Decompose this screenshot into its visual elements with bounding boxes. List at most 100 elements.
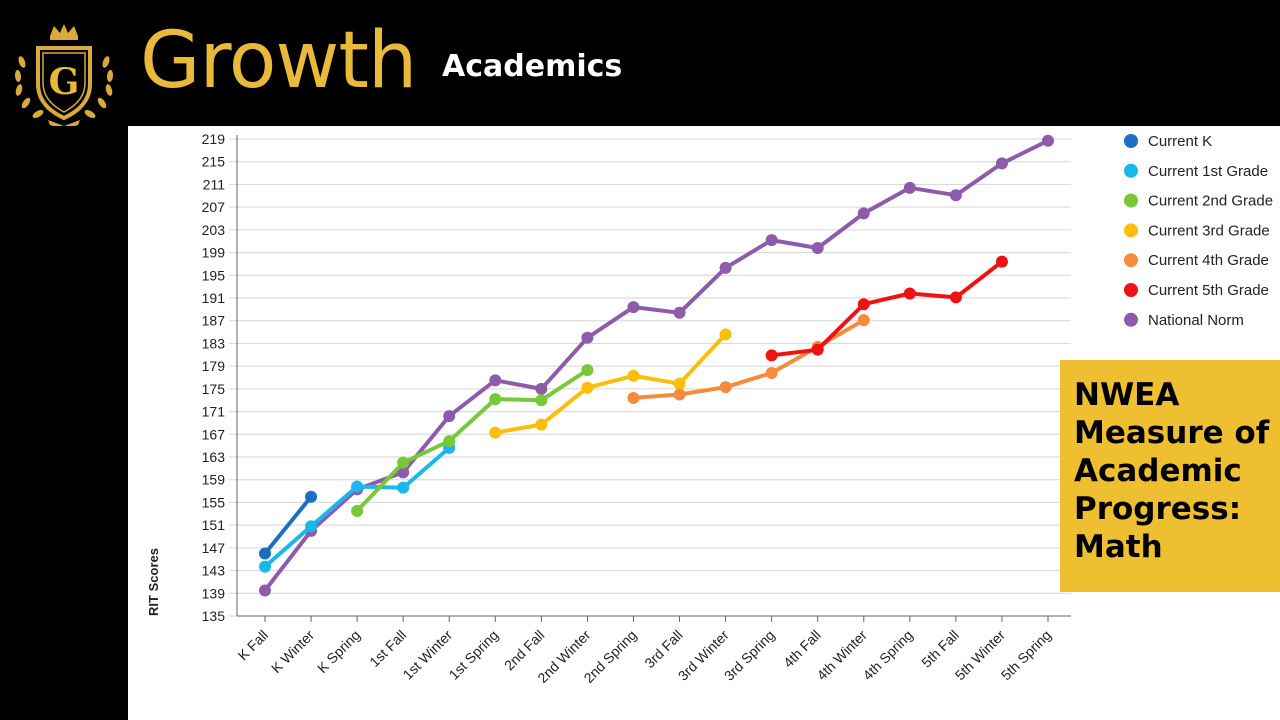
series-line-current-k	[263, 494, 314, 556]
data-point-current-4th-grade	[627, 391, 640, 404]
y-tick-label: 179	[202, 358, 226, 374]
data-point-current-5th-grade	[949, 291, 962, 304]
data-point-national-norm	[719, 261, 732, 274]
data-point-current-4th-grade	[719, 381, 732, 394]
x-tick-label: 5th Spring	[998, 627, 1054, 683]
x-tick-label: 5th Fall	[918, 627, 962, 671]
data-point-current-5th-grade	[857, 298, 870, 311]
section-subtitle: Academics	[442, 49, 623, 84]
x-tick-label: 1st Fall	[366, 627, 409, 670]
legend-marker	[1124, 223, 1138, 238]
data-point-current-1st-grade	[305, 520, 318, 533]
y-tick-label: 195	[202, 267, 226, 283]
data-point-national-norm	[903, 181, 916, 194]
x-tick-label: 1st Spring	[446, 627, 502, 683]
x-tick-label: 4th Fall	[780, 627, 824, 671]
legend-marker	[1124, 283, 1138, 297]
y-tick-label: 143	[202, 563, 226, 579]
data-point-current-4th-grade	[765, 366, 778, 379]
data-point-national-norm	[857, 207, 870, 220]
header-bar: G Growth Academics	[0, 0, 1280, 130]
legend-label: Current 5th Grade	[1148, 282, 1269, 299]
data-point-current-1st-grade	[397, 481, 410, 494]
legend-label: Current 2nd Grade	[1148, 193, 1273, 210]
legend-marker	[1124, 134, 1138, 148]
data-point-national-norm	[995, 157, 1008, 170]
data-point-national-norm	[581, 331, 594, 344]
y-tick-label: 187	[202, 313, 226, 329]
data-point-national-norm	[397, 466, 410, 479]
data-point-national-norm	[443, 410, 456, 423]
legend-label: Current 1st Grade	[1148, 163, 1268, 180]
y-axis-title: RIT Scores	[146, 548, 161, 616]
data-point-current-3rd-grade	[535, 418, 548, 431]
data-point-current-5th-grade	[903, 287, 916, 300]
svg-text:G: G	[49, 61, 80, 103]
data-point-national-norm	[949, 189, 962, 202]
y-tick-label: 199	[202, 245, 226, 261]
data-point-current-4th-grade	[857, 314, 870, 327]
brand-title: Growth	[140, 16, 417, 106]
data-point-national-norm	[627, 301, 640, 314]
x-tick-label: 4th Spring	[859, 627, 915, 683]
series-line-current-2nd-grade	[355, 368, 590, 513]
series-line-current-4th-grade	[631, 318, 866, 400]
data-point-current-5th-grade	[811, 343, 824, 356]
y-tick-label: 163	[202, 449, 226, 465]
x-tick-label: 3rd Fall	[641, 627, 685, 671]
data-point-current-2nd-grade	[581, 364, 594, 377]
data-point-current-3rd-grade	[673, 377, 686, 390]
legend-label: Current 3rd Grade	[1148, 222, 1270, 239]
y-tick-label: 167	[202, 426, 226, 442]
y-tick-label: 155	[202, 494, 226, 510]
y-tick-label: 151	[202, 517, 226, 533]
data-point-current-5th-grade	[995, 255, 1008, 268]
data-point-national-norm	[489, 374, 502, 387]
y-tick-label: 219	[202, 131, 226, 147]
y-tick-label: 147	[202, 540, 226, 556]
data-point-current-3rd-grade	[581, 381, 594, 394]
y-tick-label: 175	[202, 381, 226, 397]
callout-text: NWEA Measure of Academic Progress: Math	[1074, 377, 1270, 565]
data-point-national-norm	[535, 382, 548, 395]
data-point-national-norm	[673, 306, 686, 319]
series-line-national-norm	[263, 138, 1050, 593]
data-point-current-1st-grade	[351, 480, 364, 493]
legend-marker	[1124, 253, 1138, 268]
data-point-current-2nd-grade	[397, 456, 410, 469]
data-point-national-norm	[1042, 134, 1054, 147]
legend-marker	[1124, 312, 1138, 327]
data-point-current-1st-grade	[259, 560, 271, 573]
series-line-current-3rd-grade	[493, 332, 728, 435]
data-point-current-2nd-grade	[351, 504, 364, 517]
data-point-national-norm	[811, 242, 824, 255]
legend-marker	[1124, 193, 1138, 208]
data-point-current-2nd-grade	[443, 435, 456, 448]
x-tick-label: 3rd Spring	[721, 627, 778, 684]
y-tick-label: 191	[202, 290, 226, 306]
rit-scores-line-chart: 135 139 143 147 151 155 159 163 167 171 175 179 183 1…	[146, 131, 1273, 686]
data-point-current-k	[259, 547, 271, 560]
crest-logo-icon: G	[14, 24, 114, 130]
x-tick-label: 2nd Fall	[501, 627, 548, 674]
data-point-current-3rd-grade	[627, 369, 640, 382]
x-tick-label: K Fall	[234, 627, 271, 664]
y-tick-label: 159	[202, 472, 226, 488]
data-point-current-3rd-grade	[489, 426, 502, 439]
data-point-current-k	[305, 490, 318, 503]
y-tick-label: 215	[202, 154, 226, 170]
left-margin-strip	[0, 126, 128, 720]
series-line-current-5th-grade	[769, 259, 1004, 358]
data-point-national-norm	[765, 234, 778, 247]
data-point-current-3rd-grade	[719, 328, 732, 341]
y-tick-label: 211	[203, 176, 226, 192]
y-tick-label: 135	[202, 608, 226, 624]
y-tick-label: 139	[202, 585, 226, 601]
data-point-national-norm	[259, 584, 271, 597]
y-tick-label: 207	[202, 199, 226, 215]
legend-label: National Norm	[1148, 312, 1244, 329]
data-point-current-5th-grade	[765, 349, 778, 362]
y-tick-label: 171	[202, 404, 226, 420]
legend-marker	[1124, 163, 1138, 178]
callout-box: NWEA Measure of Academic Progress: Math	[1060, 360, 1280, 592]
